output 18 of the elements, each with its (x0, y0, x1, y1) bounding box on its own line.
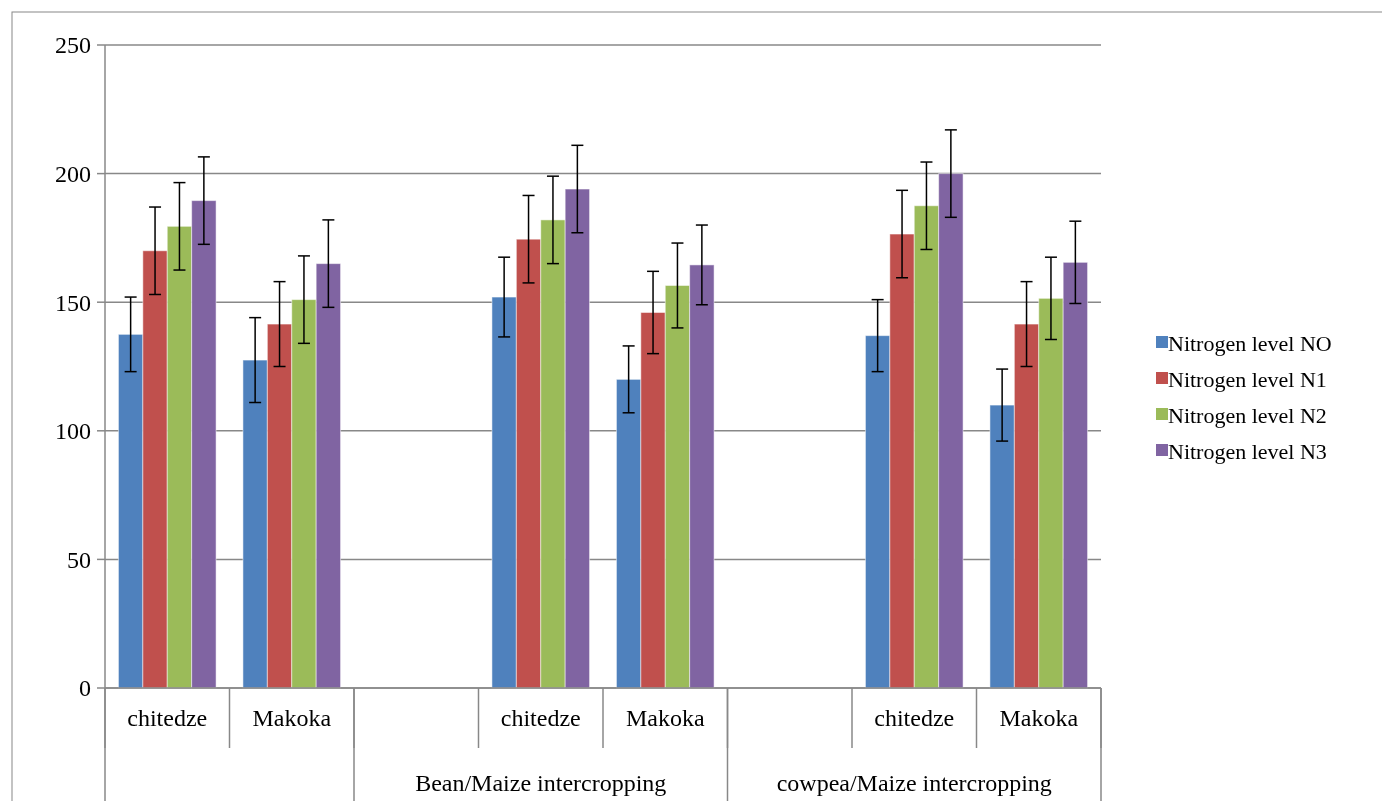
x-tick-label: Makoka (999, 705, 1079, 731)
y-tick-label: 250 (55, 32, 91, 59)
y-tick-label: 0 (79, 675, 91, 702)
legend-label: Nitrogen level N1 (1168, 366, 1327, 392)
x-tick-label: chitedze (500, 705, 581, 731)
x-tick-label: Makoka (625, 705, 705, 731)
legend-label: Nitrogen level N3 (1168, 438, 1327, 464)
y-tick-label: 50 (67, 546, 91, 573)
y-tick-label: 200 (55, 161, 91, 187)
x-tick-label: chitedze (874, 705, 955, 731)
text: cowpea/Maize intercropping (776, 770, 1052, 796)
legend-label: Nitrogen level NO (1168, 330, 1332, 356)
y-tick-label: 100 (55, 418, 91, 445)
text: Bean/Maize intercropping (415, 770, 667, 796)
legend-label: Nitrogen level N2 (1168, 402, 1327, 428)
x-tick-label: Makoka (252, 705, 332, 731)
x-tick-label: chitedze (127, 705, 208, 731)
y-tick-label: 150 (55, 289, 91, 316)
